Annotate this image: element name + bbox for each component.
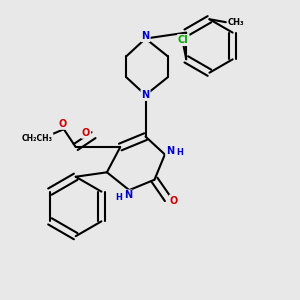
Text: N: N [124, 190, 132, 200]
Text: N: N [166, 146, 174, 156]
Text: N: N [142, 90, 150, 100]
Text: H: H [176, 148, 183, 157]
Text: CH₂CH₃: CH₂CH₃ [22, 134, 52, 142]
Text: CH₃: CH₃ [228, 18, 244, 27]
Text: O: O [82, 128, 90, 138]
Text: O: O [58, 119, 66, 129]
Text: O: O [170, 196, 178, 206]
Text: H: H [116, 193, 122, 202]
Text: N: N [142, 31, 150, 41]
Text: Cl: Cl [178, 35, 189, 45]
